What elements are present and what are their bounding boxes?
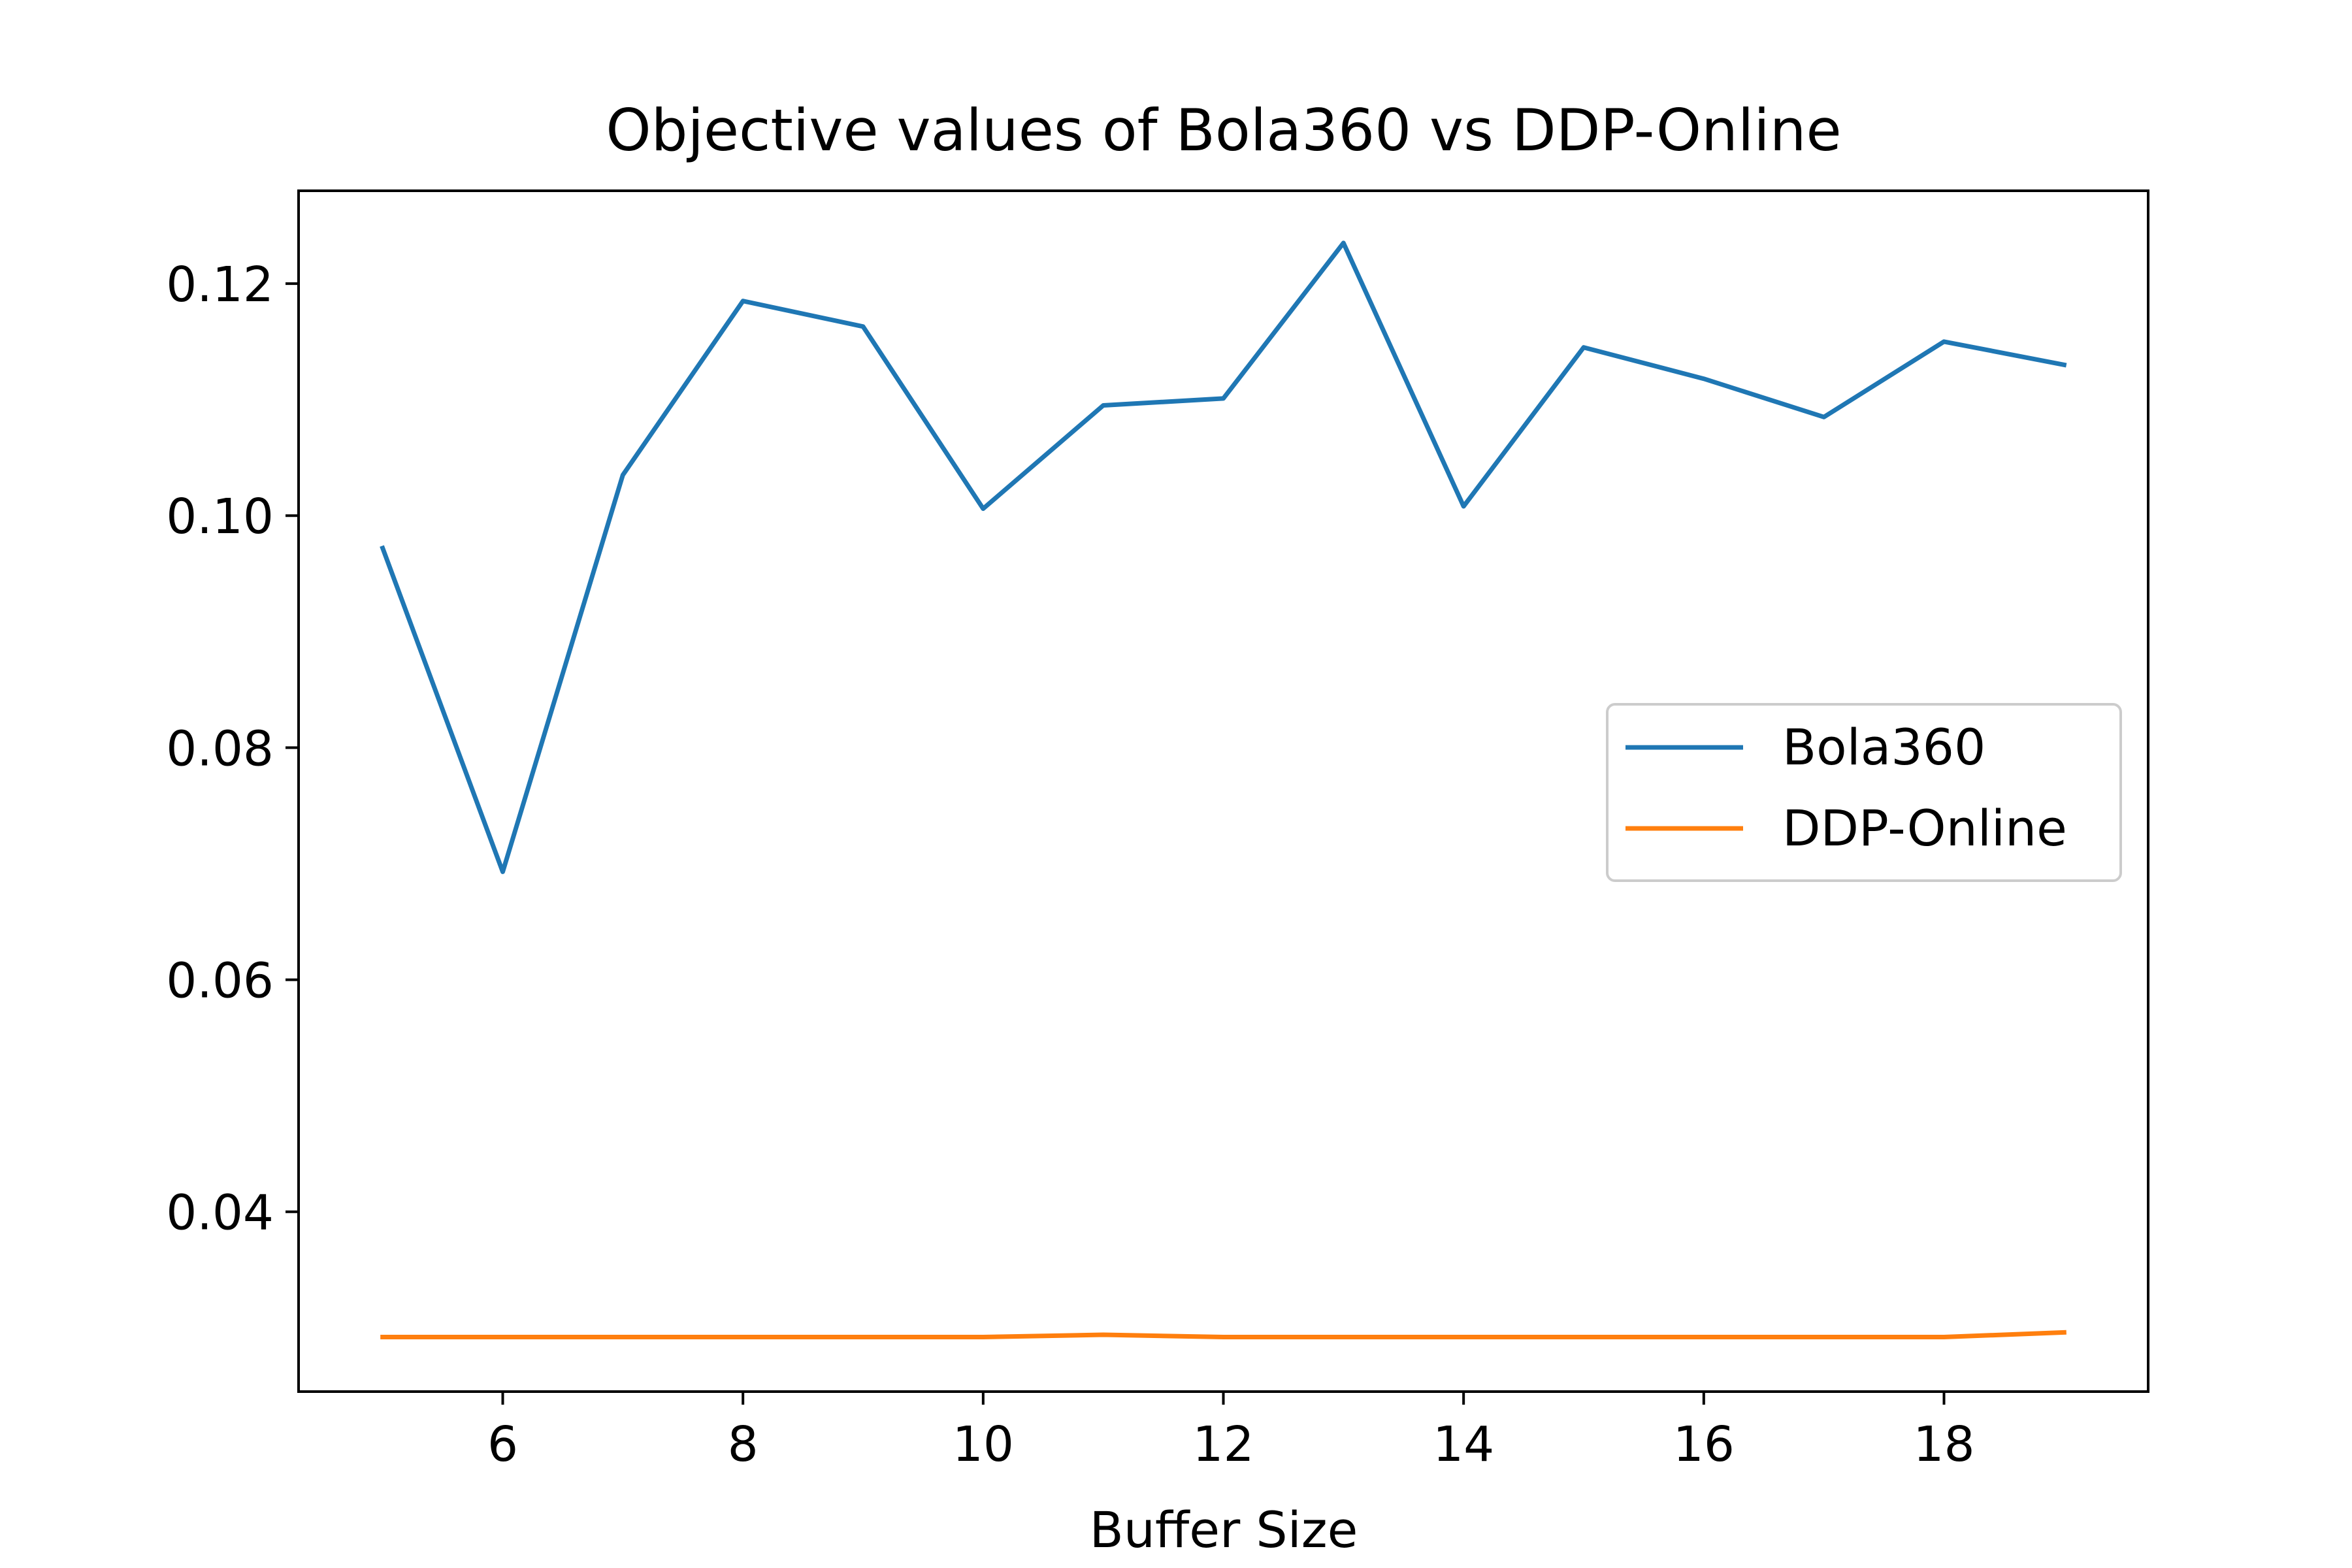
x-tick-label: 16 (1673, 1416, 1735, 1473)
x-tick-label: 8 (728, 1416, 759, 1473)
chart-title: Objective values of Bola360 vs DDP-Onlin… (606, 97, 1841, 164)
x-tick-label: 12 (1192, 1416, 1254, 1473)
y-tick-label: 0.12 (166, 257, 274, 313)
y-tick-label: 0.06 (166, 953, 274, 1009)
y-tick-label: 0.08 (166, 721, 274, 777)
x-tick-label: 18 (1913, 1416, 1974, 1473)
series-line-bola360 (380, 240, 2067, 874)
y-axis-ticks: 0.04 0.06 0.08 0.10 0.12 (166, 257, 299, 1241)
y-tick-label: 0.10 (166, 489, 274, 545)
legend-label-bola360: Bola360 (1782, 718, 1985, 776)
legend: Bola360 DDP-Online (1606, 703, 2122, 882)
legend-label-ddp-online: DDP-Online (1782, 799, 2067, 857)
x-tick-label: 6 (487, 1416, 518, 1473)
y-tick-label: 0.04 (166, 1185, 274, 1241)
x-axis-label: Buffer Size (1090, 1501, 1358, 1559)
series-layer (380, 240, 2067, 1339)
x-tick-label: 14 (1433, 1416, 1494, 1473)
series-line-ddp-online (380, 1330, 2066, 1339)
x-axis-ticks: 6 8 10 12 14 16 18 (487, 1392, 1975, 1473)
x-tick-label: 10 (953, 1416, 1014, 1473)
